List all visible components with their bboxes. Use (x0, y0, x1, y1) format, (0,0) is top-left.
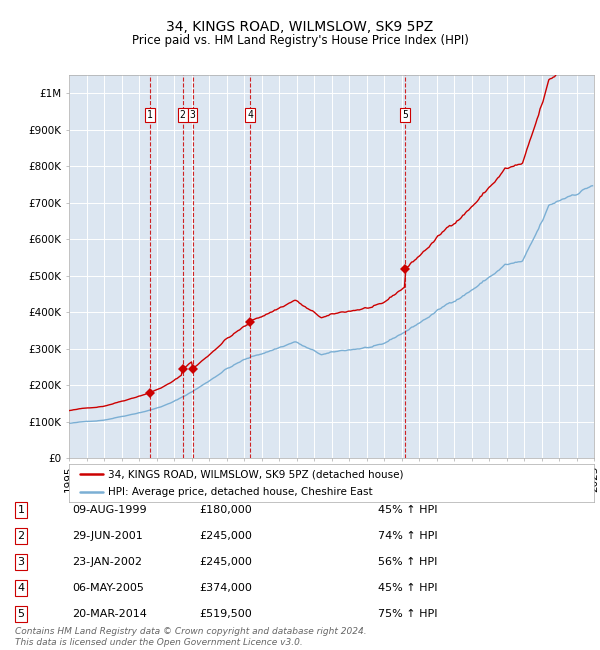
Text: 3: 3 (17, 557, 25, 567)
Text: £374,000: £374,000 (199, 583, 252, 593)
Text: 34, KINGS ROAD, WILMSLOW, SK9 5PZ: 34, KINGS ROAD, WILMSLOW, SK9 5PZ (166, 20, 434, 34)
Text: £180,000: £180,000 (199, 505, 252, 515)
Text: 45% ↑ HPI: 45% ↑ HPI (378, 505, 437, 515)
Text: 5: 5 (17, 609, 25, 619)
Text: 09-AUG-1999: 09-AUG-1999 (72, 505, 146, 515)
Text: 4: 4 (17, 583, 25, 593)
Text: 06-MAY-2005: 06-MAY-2005 (72, 583, 144, 593)
Text: Price paid vs. HM Land Registry's House Price Index (HPI): Price paid vs. HM Land Registry's House … (131, 34, 469, 47)
Text: 23-JAN-2002: 23-JAN-2002 (72, 557, 142, 567)
Text: 45% ↑ HPI: 45% ↑ HPI (378, 583, 437, 593)
Text: 20-MAR-2014: 20-MAR-2014 (72, 609, 147, 619)
Text: 1: 1 (147, 110, 152, 120)
Text: 1: 1 (17, 505, 25, 515)
Text: 2: 2 (17, 531, 25, 541)
Text: Contains HM Land Registry data © Crown copyright and database right 2024.
This d: Contains HM Land Registry data © Crown c… (15, 627, 367, 647)
Text: 29-JUN-2001: 29-JUN-2001 (72, 531, 143, 541)
Text: £519,500: £519,500 (199, 609, 252, 619)
Text: 4: 4 (247, 110, 253, 120)
Text: 56% ↑ HPI: 56% ↑ HPI (378, 557, 437, 567)
Text: £245,000: £245,000 (199, 531, 252, 541)
Text: 5: 5 (403, 110, 408, 120)
Text: 75% ↑ HPI: 75% ↑ HPI (378, 609, 437, 619)
Text: 74% ↑ HPI: 74% ↑ HPI (378, 531, 437, 541)
Text: 3: 3 (190, 110, 196, 120)
Text: HPI: Average price, detached house, Cheshire East: HPI: Average price, detached house, Ches… (109, 488, 373, 497)
Text: £245,000: £245,000 (199, 557, 252, 567)
Text: 2: 2 (179, 110, 185, 120)
Text: 34, KINGS ROAD, WILMSLOW, SK9 5PZ (detached house): 34, KINGS ROAD, WILMSLOW, SK9 5PZ (detac… (109, 469, 404, 479)
